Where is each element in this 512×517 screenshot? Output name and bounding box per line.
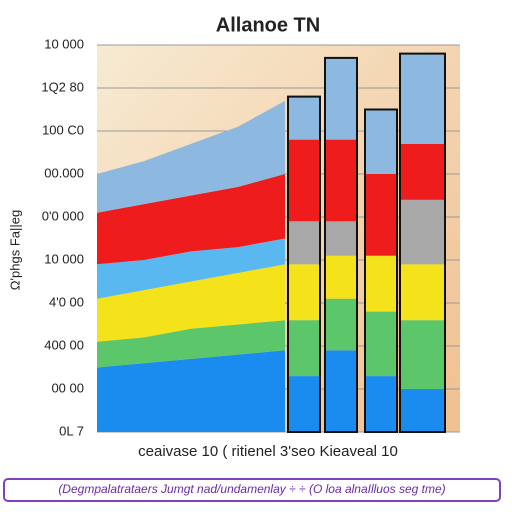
- caption-box: [3, 478, 501, 502]
- bar-outline: [364, 108, 398, 433]
- caption: (Degmpalatrataers Jumgt nad/undamenlay ÷…: [58, 482, 445, 496]
- y-tick-label: 10 000: [44, 251, 84, 266]
- area: [97, 174, 285, 265]
- area: [97, 100, 285, 213]
- bar-segment: [325, 298, 357, 351]
- bar-segment: [365, 255, 397, 312]
- y-tick-label: 0'0 000: [42, 208, 84, 223]
- bar-outline: [324, 56, 358, 434]
- area: [97, 350, 285, 432]
- chart-title: Allanoe TN: [216, 14, 320, 36]
- bar-segment: [400, 199, 445, 265]
- y-axis-label: Ω'phgs Fa||eg: [7, 210, 22, 290]
- bar-segment: [365, 311, 397, 377]
- area: [97, 320, 285, 368]
- bar-outline: [399, 52, 446, 433]
- bar-segment: [325, 57, 357, 140]
- bar-segment: [365, 376, 397, 432]
- bar-segment: [400, 389, 445, 432]
- bar-segment: [365, 109, 397, 174]
- y-tick-label: 0L 7: [59, 423, 84, 438]
- bar-segment: [288, 139, 320, 222]
- plot: 0L 7 00 00 400 00 4'0 00 10 000 0'0 000 00.000…: [41, 36, 460, 438]
- bar-segment: [325, 350, 357, 432]
- bar-segment: [325, 139, 357, 222]
- y-tick-label: 400 00: [44, 337, 84, 352]
- bar-segment: [288, 221, 320, 265]
- bar-segment: [400, 53, 445, 144]
- bar-segment: [288, 376, 320, 432]
- bar-segment: [400, 264, 445, 321]
- area: [97, 264, 285, 342]
- y-tick-label: 1Q2 80: [41, 79, 84, 94]
- y-tick-label: 100 C0: [42, 122, 84, 137]
- bar-segment: [288, 320, 320, 377]
- area: [97, 238, 285, 299]
- x-axis-label: ceaivase 10 ( ritienel 3'seo Kieaveal 10: [138, 443, 398, 460]
- bar-segment: [288, 96, 320, 140]
- bar-segment: [400, 320, 445, 389]
- bar-segment: [400, 143, 445, 200]
- bar-segment: [325, 255, 357, 299]
- y-tick-label: 00.000: [44, 165, 84, 180]
- bar-segment: [325, 221, 357, 256]
- bar-segment: [365, 174, 397, 256]
- y-tick-label: 4'0 00: [49, 294, 84, 309]
- y-tick-label: 00 00: [51, 380, 84, 395]
- bar-outline: [287, 95, 321, 433]
- y-tick-label: 10 000: [44, 36, 84, 51]
- bar-segment: [288, 264, 320, 321]
